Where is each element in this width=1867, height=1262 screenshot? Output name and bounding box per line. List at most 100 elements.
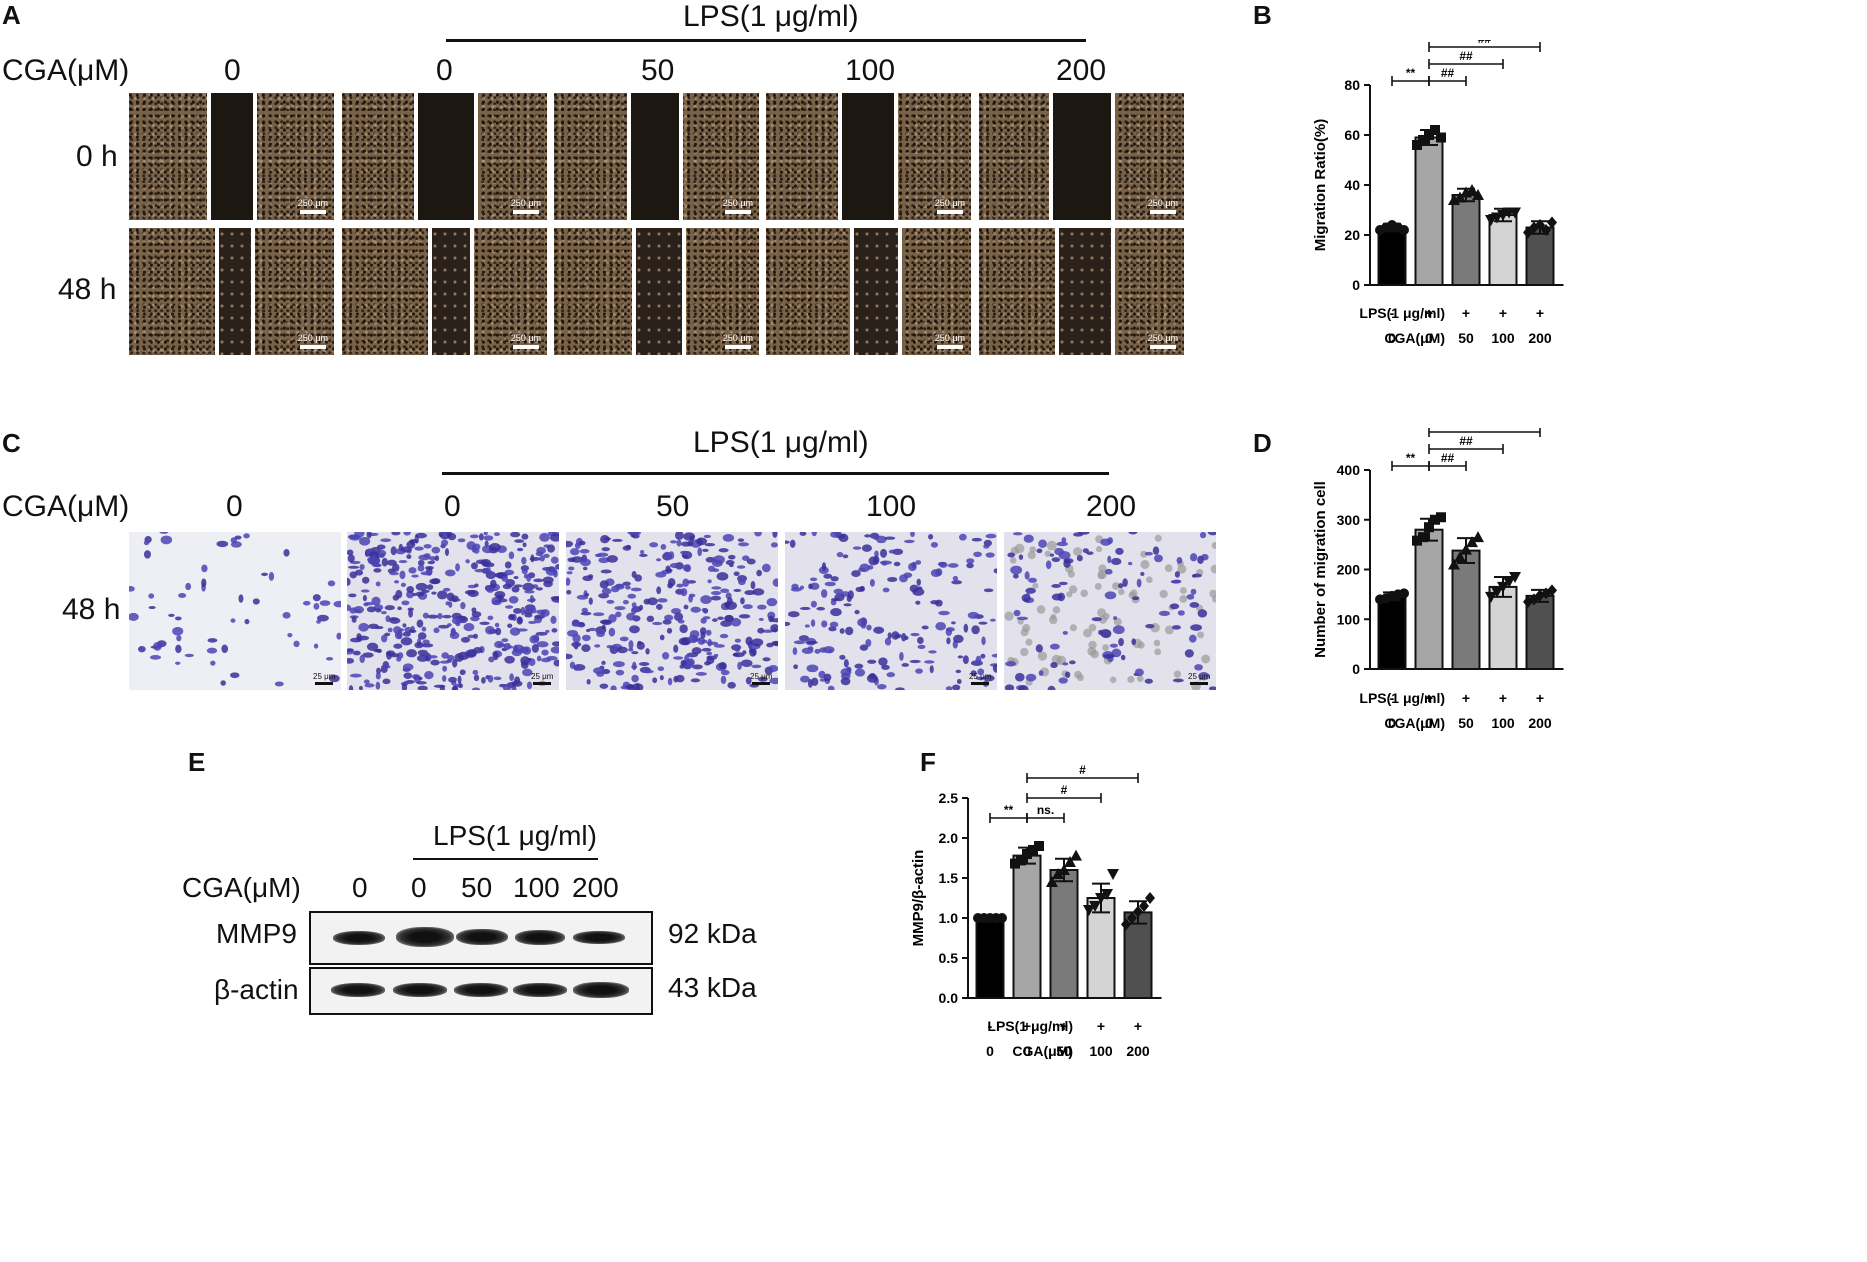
data-point [1028,845,1038,855]
scratch-image: 250 μm [554,93,759,220]
panel-c-cga-label: CGA(μM) [2,490,130,523]
significance-label: ** [1406,451,1416,465]
image-divider [898,228,902,355]
panel-c-dose-1: 0 [444,490,461,523]
image-divider [1055,228,1059,355]
y-axis-title: Migration Ratio(%) [1312,119,1329,252]
cga-row-label: CGA(μM) [1384,715,1445,731]
scale-bar-label: 25 μm [531,672,554,681]
y-tick-label: 0.5 [939,950,959,966]
bar [1414,136,1444,286]
scale-bar [300,210,326,214]
data-point [1472,531,1484,543]
y-axis-title: Number of migration cell [1312,481,1329,658]
significance-label: ** [1004,803,1014,817]
scale-bar [1150,345,1176,349]
bar [1525,226,1555,286]
panel-a-dose-0: 0 [224,54,241,87]
scale-bar-label: 25 μm [969,672,992,681]
scratch-wound-area [217,228,253,355]
panel-a-cga-label: CGA(μM) [2,54,130,87]
bar [1012,854,1042,999]
scale-bar-label: 25 μm [313,672,336,681]
transwell-image: 25 μm [785,532,997,690]
y-tick-label: 60 [1344,127,1360,143]
data-point [1095,893,1107,904]
lps-row-label: LPS(1 μg/ml) [1359,690,1445,706]
panel-a-dose-1: 0 [436,54,453,87]
significance-label: ## [1441,451,1455,465]
blot-band [331,983,385,997]
lps-value: + [1425,690,1433,706]
significance-label: ** [1406,66,1416,80]
scale-bar [725,210,751,214]
lps-value: + [1060,1018,1068,1034]
data-point [1064,856,1076,867]
scale-bar [300,345,326,349]
data-point [1424,130,1434,140]
blot-band [515,930,565,945]
significance-label: # [1061,783,1068,797]
data-point [1121,918,1131,931]
data-point [1503,576,1515,588]
panel-c-dose-3: 100 [866,490,917,523]
blot-band [513,983,567,997]
bar [1414,528,1444,670]
blot-band [333,931,385,945]
panel-e-dose-3: 100 [513,872,560,903]
blot-band [456,929,508,945]
scale-bar [752,682,770,685]
panel-c-label: C [2,428,21,458]
data-point [1016,855,1026,866]
panel-a-label: A [2,0,21,30]
data-point [1083,905,1095,916]
scale-bar [533,682,551,685]
lps-value: + [1134,1018,1142,1034]
y-tick-label: 20 [1344,227,1360,243]
cga-value: 100 [1089,1043,1113,1059]
lps-value: + [1536,690,1544,706]
scale-bar-label: 250 μm [1147,198,1178,208]
panel-c-lps-bar [442,472,1109,475]
cga-value: 0 [1023,1043,1031,1059]
lps-value: + [1499,305,1507,321]
panel-c-dose-4: 200 [1086,490,1137,523]
panel-a-row-0h: 0 h [76,140,118,173]
panel-f-label: F [920,747,936,777]
data-point [1535,219,1545,231]
cga-value: 0 [1425,715,1433,731]
panel-a-dose-3: 100 [845,54,896,87]
panel-a-dose-4: 200 [1056,54,1107,87]
data-point [1424,522,1434,533]
data-point [1412,535,1422,546]
scratch-image: 250 μm [766,228,971,355]
protein-size-actin: 43 kDa [668,972,757,1003]
panel-c-dose-0: 0 [226,490,243,523]
transwell-image: 25 μm [566,532,778,690]
data-point [1454,191,1466,203]
scratch-image: 250 μm [342,228,547,355]
data-point [1454,551,1466,563]
panel-e-dose-0: 0 [352,872,368,903]
data-point [1052,868,1064,879]
data-point [1547,216,1557,229]
cga-value: 200 [1528,715,1552,731]
data-point [1547,584,1557,597]
lps-value: + [1097,1018,1105,1034]
scale-bar [513,210,539,214]
data-point [1399,588,1409,599]
scale-bar-label: 25 μm [1188,672,1211,681]
image-divider [207,93,211,220]
data-point [1466,184,1478,195]
data-point [1046,876,1058,887]
y-tick-label: 0 [1352,661,1360,677]
lps-row-label: LPS(1 μg/ml) [987,1018,1073,1034]
scratch-wound-area [852,228,900,355]
bar [975,917,1005,999]
lps-value: + [1023,1018,1031,1034]
panel-e-lps-label: LPS(1 μg/ml) [433,820,597,851]
scale-bar [937,345,963,349]
transwell-image: 25 μm [129,532,341,690]
scale-bar-label: 250 μm [297,198,328,208]
lps-value: - [1390,690,1395,706]
